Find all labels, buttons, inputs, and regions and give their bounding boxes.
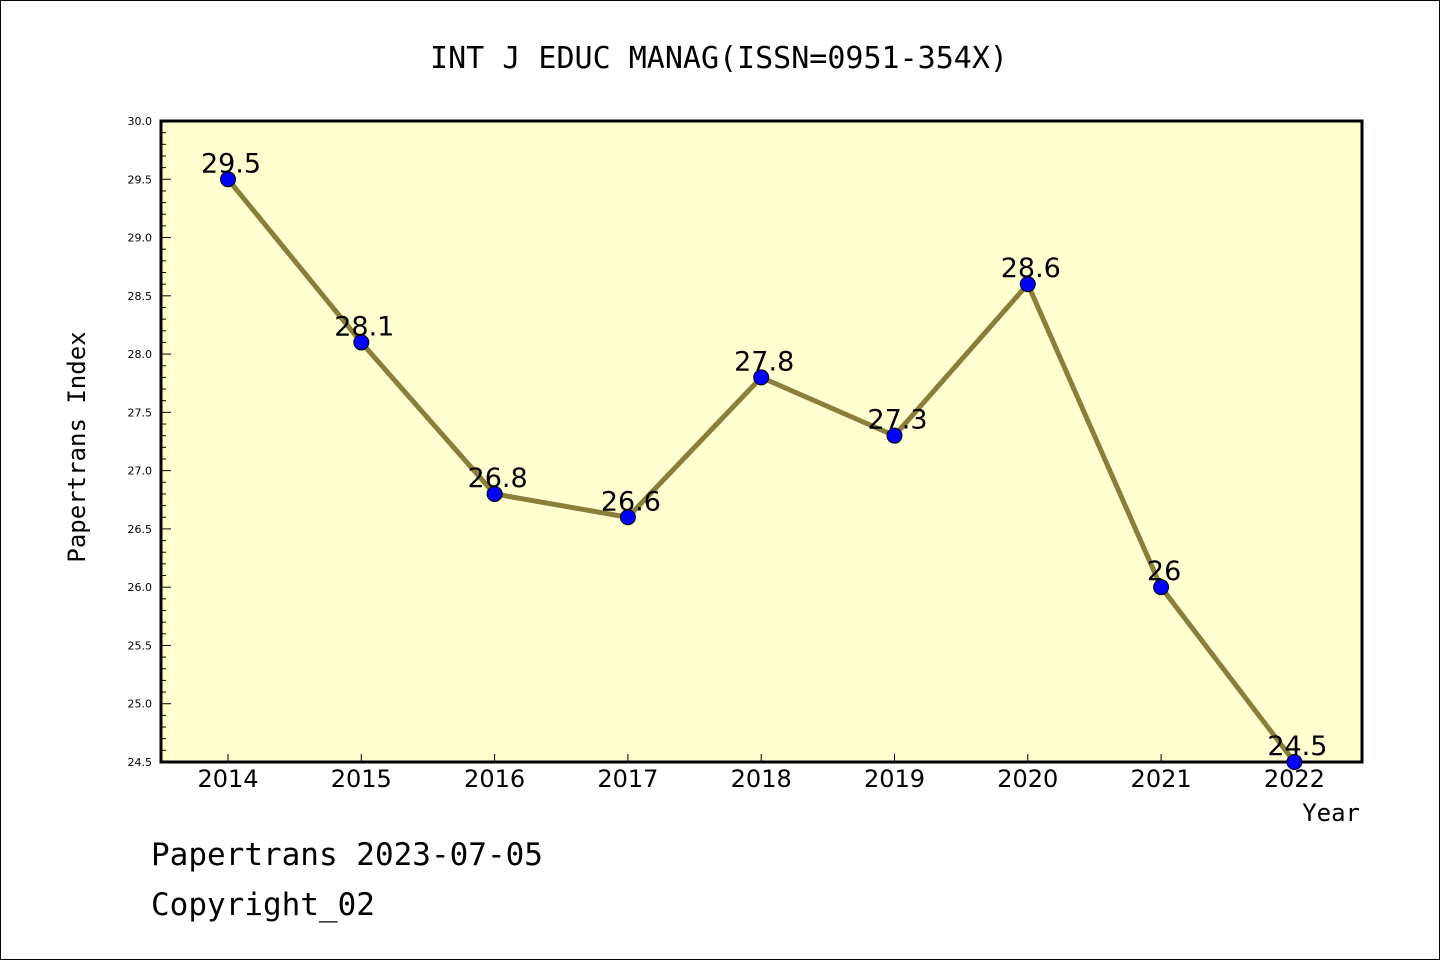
footer-copyright-line: Copyright_02 — [151, 887, 375, 923]
data-label: 28.6 — [1001, 253, 1061, 284]
y-tick-label: 26.5 — [128, 523, 153, 536]
y-tick-label: 29.5 — [128, 173, 153, 186]
data-label: 24.5 — [1267, 731, 1327, 762]
data-point — [1286, 754, 1303, 770]
y-tick-label: 30.0 — [128, 115, 153, 128]
x-tick-label: 2015 — [331, 765, 392, 793]
data-point — [886, 427, 903, 444]
footer-date-line: Papertrans 2023-07-05 — [151, 837, 543, 873]
data-label: 29.5 — [201, 148, 261, 179]
data-point — [1153, 579, 1170, 596]
data-label: 26.6 — [601, 486, 661, 517]
data-point — [619, 509, 636, 526]
x-tick-label: 2014 — [197, 765, 258, 793]
x-tick-label: 2018 — [731, 765, 792, 793]
data-point — [220, 171, 236, 188]
y-tick-label: 26.0 — [128, 581, 153, 594]
y-tick-label: 25.5 — [128, 639, 153, 652]
y-tick-label: 27.5 — [128, 406, 153, 419]
data-markers — [220, 171, 1303, 770]
data-label: 26 — [1147, 556, 1181, 587]
x-tick-label: 2021 — [1131, 765, 1192, 793]
y-axis-ticks — [161, 120, 171, 763]
data-label: 27.8 — [734, 346, 794, 377]
data-point — [1019, 276, 1036, 293]
x-tick-label: 2020 — [997, 765, 1058, 793]
y-tick-label: 25.0 — [128, 698, 153, 711]
data-point — [753, 369, 770, 386]
data-point — [486, 485, 503, 502]
x-tick-label: 2017 — [597, 765, 658, 793]
chart-title: INT J EDUC MANAG(ISSN=0951-354X) — [430, 41, 1008, 76]
y-tick-label: 24.5 — [128, 756, 153, 769]
data-label: 26.8 — [468, 463, 528, 494]
plot-area — [159, 119, 1364, 764]
x-axis-label: Year — [1302, 799, 1360, 827]
y-tick-label: 27.0 — [128, 465, 153, 478]
data-labels: 29.5 28.1 26.8 26.6 27.8 27.3 28.6 26 24.5 — [201, 148, 1328, 762]
data-label: 28.1 — [334, 311, 394, 342]
y-tick-label: 28.5 — [128, 290, 153, 303]
data-label: 27.3 — [867, 405, 927, 436]
x-axis-tick-labels: 2014 2015 2016 2017 2018 2019 2020 2021 2022 — [197, 765, 1324, 793]
x-tick-label: 2019 — [864, 765, 925, 793]
y-tick-label: 29.0 — [128, 232, 153, 245]
data-point — [353, 334, 370, 351]
x-tick-label: 2016 — [464, 765, 525, 793]
y-tick-label: 28.0 — [128, 348, 153, 361]
y-axis-label: Papertrans Index — [63, 331, 91, 562]
y-axis-tick-labels: 24.5 25.0 25.5 26.0 26.5 27.0 27.5 28.0 28.5 29.0… — [128, 115, 153, 769]
